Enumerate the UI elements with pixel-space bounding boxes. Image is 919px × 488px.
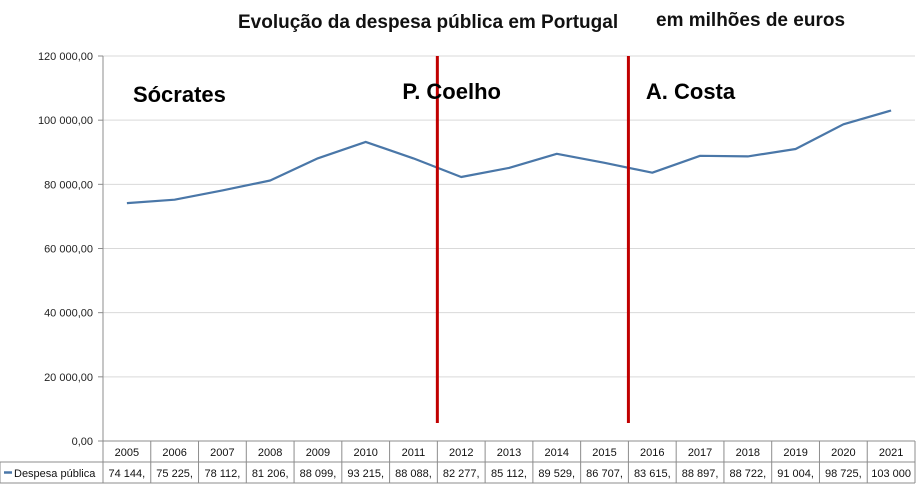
x-tick-label: 2017 (688, 447, 712, 459)
data-label: 98 725, (825, 468, 862, 480)
x-tick-label: 2016 (640, 447, 664, 459)
y-tick-label: 100 000,00 (38, 115, 93, 127)
data-label: 78 112, (204, 468, 240, 480)
data-label: 88 897, (682, 468, 719, 480)
series-line-despesa-publica (126, 109, 892, 205)
chart-subtitle: em milhões de euros (656, 10, 846, 31)
data-label: 81 206, (252, 468, 289, 480)
x-tick-label: 2018 (736, 447, 760, 459)
y-tick-label: 60 000,00 (44, 244, 93, 256)
x-tick-label: 2005 (115, 447, 139, 459)
data-label: 86 707, (586, 468, 623, 480)
data-label: 85 112, (491, 468, 527, 480)
period-label: Sócrates (133, 82, 226, 107)
data-label: 93 215, (347, 468, 384, 480)
y-tick-label: 0,00 (72, 436, 93, 448)
y-tick-label: 80 000,00 (44, 179, 93, 191)
x-tick-label: 2008 (258, 447, 282, 459)
x-tick-label: 2009 (306, 447, 330, 459)
data-label: 88 099, (300, 468, 337, 480)
x-tick-label: 2013 (497, 447, 521, 459)
data-label: 88 088, (395, 468, 432, 480)
chart-title: Evolução da despesa pública em Portugal (238, 12, 619, 33)
x-tick-label: 2007 (210, 447, 234, 459)
data-label: 74 144, (109, 468, 146, 480)
data-label: 82 277, (443, 468, 480, 480)
period-label: P. Coelho (402, 79, 501, 104)
y-tick-label: 40 000,00 (44, 308, 93, 320)
data-label: 91 004, (777, 468, 814, 480)
y-tick-label: 20 000,00 (44, 372, 93, 384)
period-label: A. Costa (646, 79, 736, 104)
x-tick-label: 2006 (162, 447, 186, 459)
x-tick-label: 2020 (831, 447, 855, 459)
data-label: 83 615, (634, 468, 671, 480)
y-tick-label: 120 000,00 (38, 51, 93, 63)
data-label: 103 000 (871, 468, 911, 480)
x-tick-label: 2019 (783, 447, 807, 459)
data-label: 89 529, (538, 468, 575, 480)
x-tick-label: 2015 (592, 447, 616, 459)
x-tick-label: 2021 (879, 447, 903, 459)
legend-label: Despesa pública (14, 468, 96, 480)
x-tick-label: 2011 (402, 447, 426, 459)
x-tick-label: 2014 (545, 447, 569, 459)
data-label: 88 722, (729, 468, 766, 480)
x-tick-label: 2010 (353, 447, 377, 459)
x-tick-label: 2012 (449, 447, 473, 459)
data-label: 75 225, (156, 468, 193, 480)
